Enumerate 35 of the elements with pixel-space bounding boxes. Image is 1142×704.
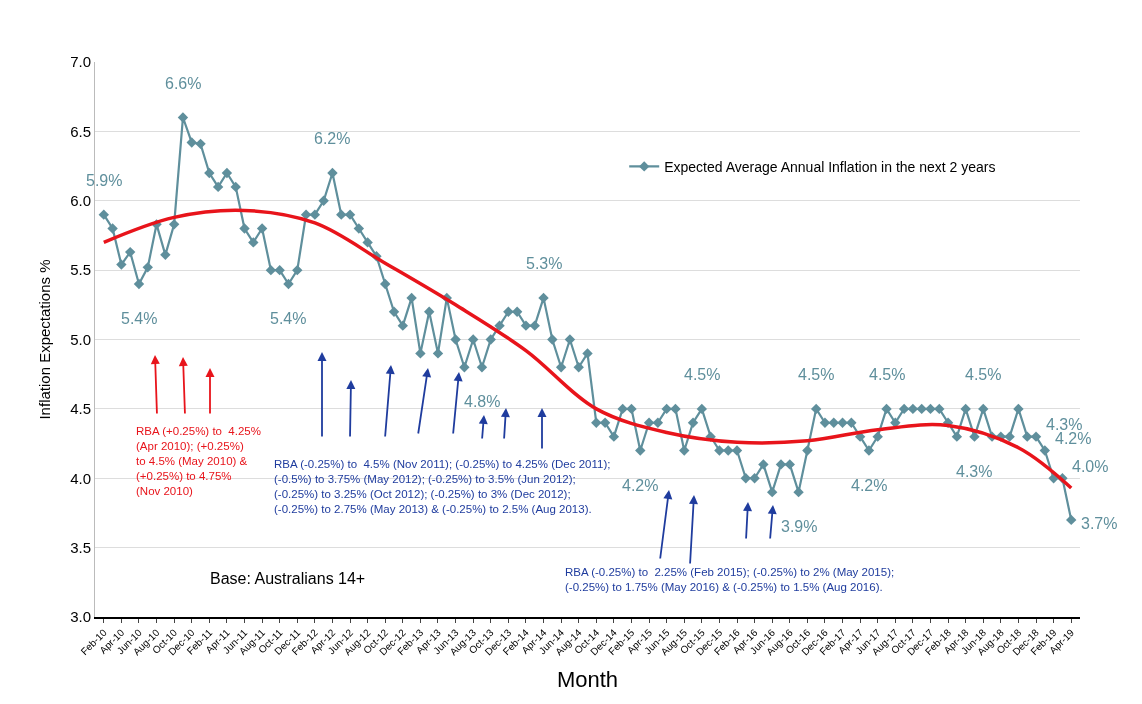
y-tick-label: 7.0 bbox=[70, 53, 91, 71]
data-label: 4.2% bbox=[1055, 430, 1092, 447]
data-label: 3.7% bbox=[1081, 515, 1118, 532]
legend-label: Expected Average Annual Inflation in the next 2 years bbox=[664, 158, 996, 175]
data-label: 4.5% bbox=[798, 366, 835, 383]
data-label: 4.5% bbox=[684, 366, 721, 383]
y-tick-label: 3.5 bbox=[70, 538, 91, 556]
y-tick-label: 5.5 bbox=[70, 261, 91, 279]
data-label: 4.8% bbox=[464, 393, 501, 410]
y-tick-label: 4.0 bbox=[70, 469, 91, 487]
data-label: 4.5% bbox=[869, 366, 906, 383]
y-tick-label: 5.0 bbox=[70, 330, 91, 348]
data-label: 4.2% bbox=[622, 477, 659, 494]
data-label: 4.2% bbox=[851, 477, 888, 494]
x-axis-title: Month bbox=[556, 666, 619, 692]
data-label: 3.9% bbox=[781, 518, 818, 535]
y-axis-title: Inflation Expectations % bbox=[36, 259, 54, 420]
annotation: RBA (+0.25%) to 4.25% (Apr 2010); (+0.25%) to 4.5% (May 2010) & (+0.25%) to 4.75% (Nov 2010) bbox=[136, 425, 261, 497]
data-label: 5.4% bbox=[270, 310, 307, 327]
y-tick-label: 6.5 bbox=[70, 122, 91, 140]
data-label: 5.3% bbox=[526, 255, 563, 272]
data-label: 4.3% bbox=[956, 463, 993, 480]
data-label: 4.5% bbox=[965, 366, 1002, 383]
annotation: RBA (-0.25%) to 2.25% (Feb 2015); (-0.25%) to 2% (May 2015); (-0.25%) to 1.75% (May 2016) & (-0.25%) to 1.5% (Aug 2016). bbox=[565, 566, 895, 593]
annotation: RBA (-0.25%) to 4.5% (Nov 2011); (-0.25%) to 4.25% (Dec 2011); (-0.5%) to 3.75% (May 2012); (-0.25%) to 3.5% (Jun 2012); (-0.25%) to 3.25% (Oct 2012); (-0.25%) to 3% (Dec 2012); (-0.25%) to 2.75% (May 2013) & (-0.25%) to 2.5% (Aug 2013). bbox=[274, 458, 611, 515]
data-label: 5.9% bbox=[86, 172, 123, 189]
y-tick-label: 3.0 bbox=[70, 608, 91, 626]
data-label: 5.4% bbox=[121, 310, 158, 327]
y-tick-label: 4.5 bbox=[70, 400, 91, 418]
data-label: 4.3% bbox=[1046, 416, 1083, 433]
annotation: Base: Australians 14+ bbox=[210, 570, 366, 587]
data-label: 6.6% bbox=[165, 75, 202, 92]
data-label: 6.2% bbox=[314, 130, 351, 147]
data-label: 4.0% bbox=[1072, 458, 1109, 475]
y-tick-label: 6.0 bbox=[70, 192, 91, 209]
